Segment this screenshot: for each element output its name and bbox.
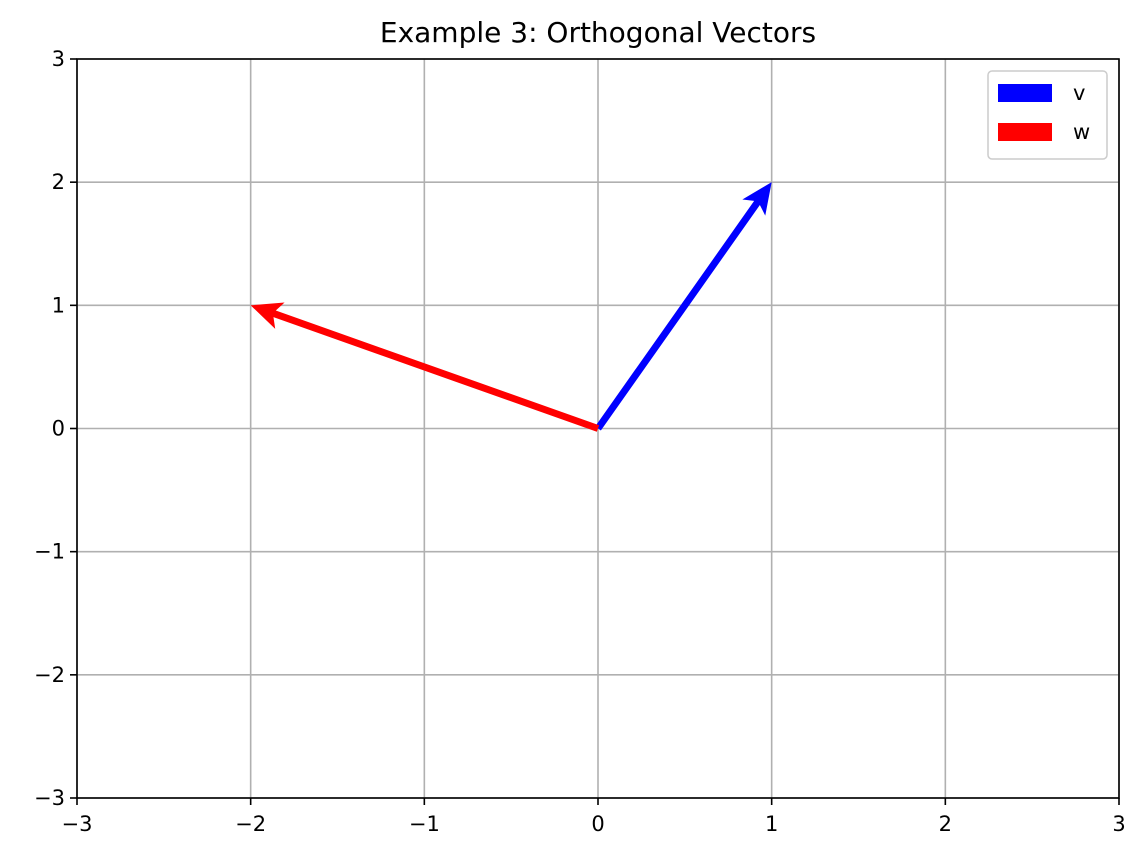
vector-w <box>250 302 600 432</box>
y-tick-label: 2 <box>52 170 65 194</box>
y-tick-label: 1 <box>52 293 65 317</box>
chart-title: Example 3: Orthogonal Vectors <box>380 16 816 49</box>
legend-label-w: w <box>1073 120 1090 144</box>
y-tick-label: −1 <box>34 540 65 564</box>
vector-v <box>595 182 772 431</box>
y-tick-label: −3 <box>34 786 65 810</box>
legend-label-v: v <box>1073 81 1085 105</box>
legend: vw <box>987 70 1108 160</box>
x-tick-label: 1 <box>765 812 778 836</box>
x-tick-label: 2 <box>939 812 952 836</box>
legend-swatch-v <box>998 84 1052 102</box>
x-tick-label: 0 <box>591 812 604 836</box>
x-tick-label: 3 <box>1112 812 1125 836</box>
legend-swatch-w <box>998 123 1052 141</box>
y-tick-label: −2 <box>34 663 65 687</box>
axis-ticks: −3 −2 −1 0 1 2 3 −3 −2 −1 0 1 2 3 <box>34 47 1126 836</box>
y-tick-label: 0 <box>52 417 65 441</box>
x-tick-label: −3 <box>62 812 93 836</box>
x-tick-label: −1 <box>409 812 440 836</box>
vector-arrows <box>250 182 772 432</box>
x-tick-label: −2 <box>235 812 266 836</box>
y-tick-label: 3 <box>52 47 65 71</box>
